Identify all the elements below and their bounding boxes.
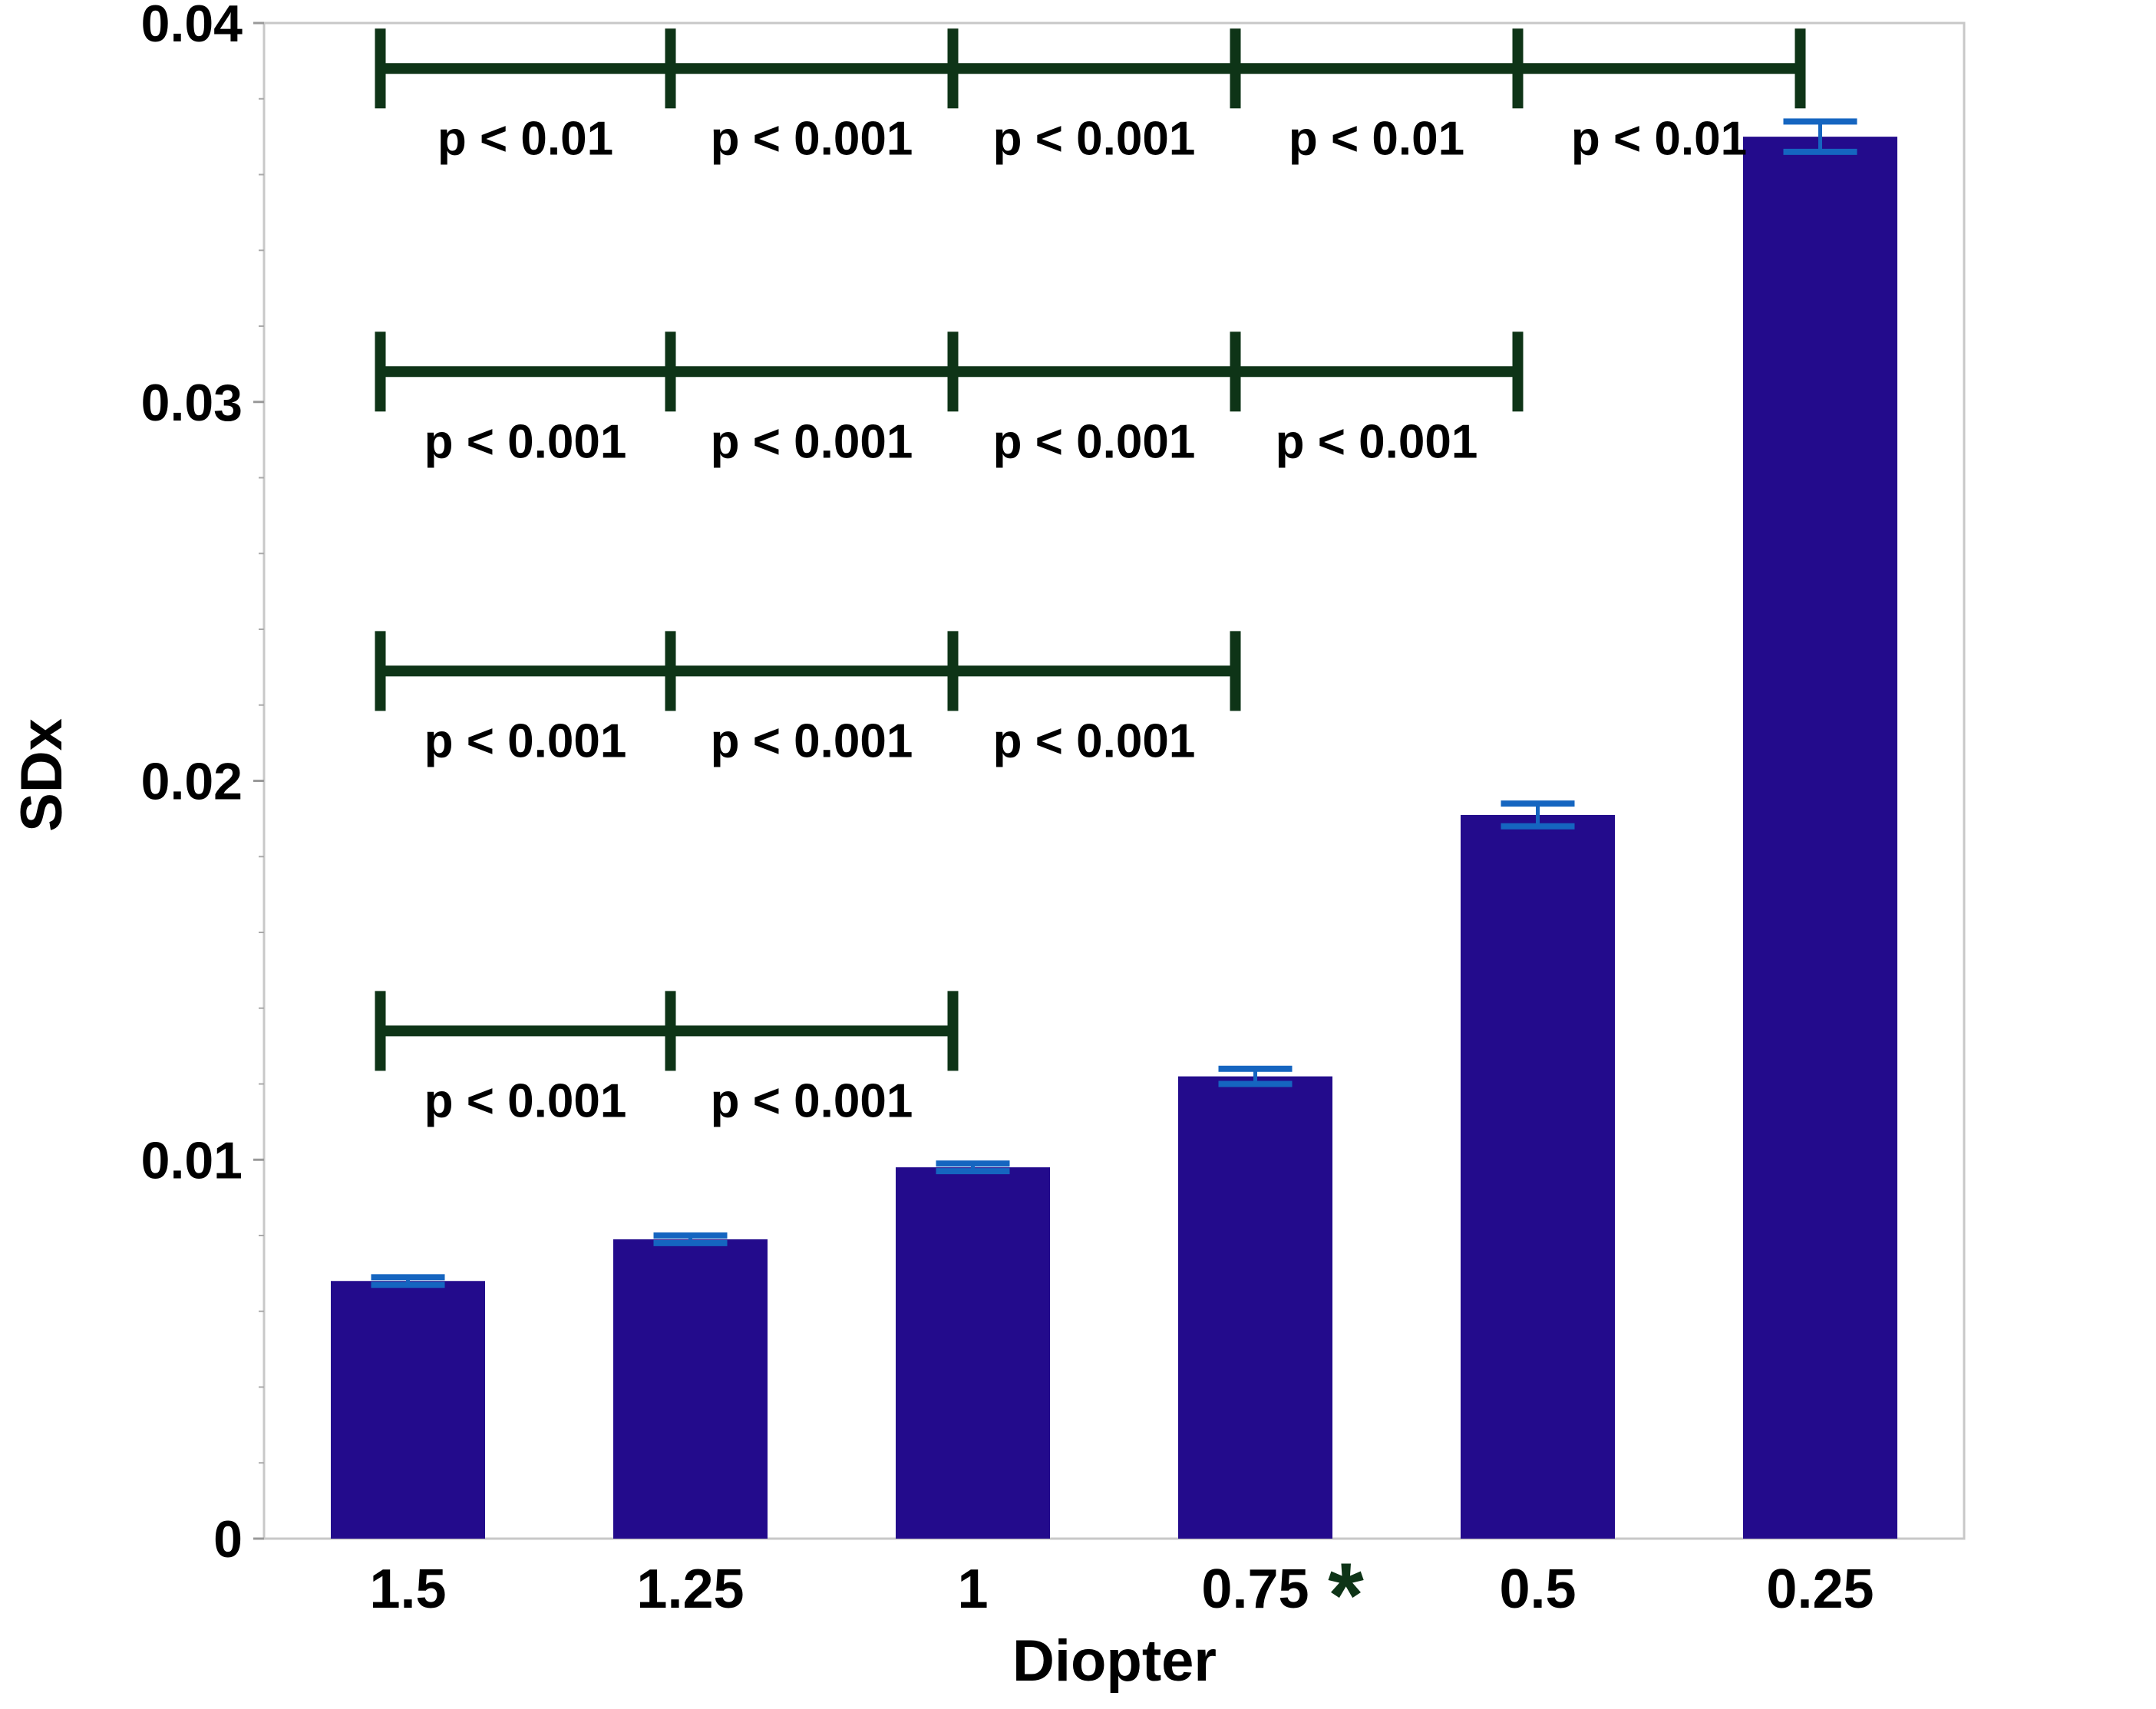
error-bar-1 bbox=[936, 1160, 1010, 1175]
x-tick-label: 1.25 bbox=[636, 1559, 744, 1620]
y-axis-title: SDx bbox=[9, 718, 74, 832]
bar-0.25 bbox=[1743, 137, 1897, 1539]
significance-star: * bbox=[1328, 1544, 1364, 1647]
y-tick-label: 0.01 bbox=[141, 1131, 243, 1189]
p-value-label: p < 0.001 bbox=[424, 415, 627, 468]
p-value-label: p < 0.01 bbox=[1571, 112, 1747, 165]
y-tick-label: 0 bbox=[213, 1510, 243, 1569]
p-value-label: p < 0.001 bbox=[711, 714, 913, 767]
y-tick-label: 0.02 bbox=[141, 753, 243, 811]
p-value-label: p < 0.001 bbox=[711, 1074, 913, 1127]
significance-row: p < 0.01 p < 0.001 p < 0.001 p < 0.01 p < 0.… bbox=[375, 28, 1806, 165]
x-axis-title: Diopter bbox=[1012, 1628, 1217, 1694]
p-value-label: p < 0.001 bbox=[424, 1074, 627, 1127]
bar-0.5 bbox=[1461, 814, 1615, 1539]
bar-1 bbox=[896, 1167, 1050, 1539]
significance-row: p < 0.001 p < 0.001 bbox=[375, 991, 959, 1127]
x-tick-label: 0.5 bbox=[1499, 1559, 1576, 1620]
error-bar-0.5 bbox=[1501, 800, 1575, 830]
x-tick-label: 1 bbox=[957, 1559, 988, 1620]
significance-row: p < 0.001 p < 0.001 p < 0.001 bbox=[375, 631, 1241, 767]
bar-0.75 bbox=[1178, 1076, 1332, 1539]
p-value-label: p < 0.01 bbox=[1289, 112, 1464, 165]
x-tick-label: 1.5 bbox=[369, 1559, 446, 1620]
p-value-label: p < 0.001 bbox=[993, 714, 1196, 767]
p-value-label: p < 0.001 bbox=[711, 112, 913, 165]
error-bar-0.75 bbox=[1218, 1065, 1293, 1087]
error-bar-1.5 bbox=[371, 1274, 445, 1288]
p-value-label: p < 0.001 bbox=[1276, 415, 1478, 468]
plot-frame bbox=[262, 21, 1966, 1540]
x-tick-label: 0.25 bbox=[1766, 1559, 1874, 1620]
significance-row: p < 0.001 p < 0.001 p < 0.001 p < 0.001 bbox=[375, 332, 1524, 468]
x-tick-label: 0.75 bbox=[1201, 1559, 1309, 1620]
y-tick-label: 0.04 bbox=[141, 0, 243, 53]
error-bar-1.25 bbox=[653, 1232, 728, 1246]
bar-1.5 bbox=[331, 1281, 485, 1539]
p-value-label: p < 0.001 bbox=[993, 415, 1196, 468]
error-bar-0.25 bbox=[1783, 118, 1857, 155]
p-value-label: p < 0.001 bbox=[711, 415, 913, 468]
p-value-label: p < 0.01 bbox=[437, 112, 613, 165]
p-value-label: p < 0.001 bbox=[424, 714, 627, 767]
y-tick-label: 0.03 bbox=[141, 374, 243, 432]
bar-1.25 bbox=[613, 1239, 768, 1539]
p-value-label: p < 0.001 bbox=[993, 112, 1196, 165]
